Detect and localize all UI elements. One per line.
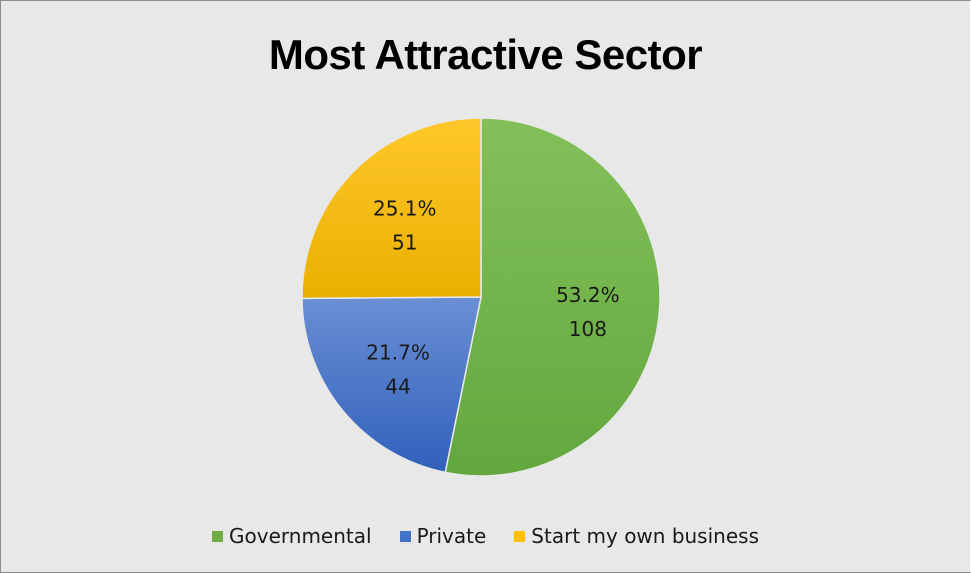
legend-label: Governmental — [229, 524, 372, 548]
slice-governmental — [444, 117, 661, 477]
chart-title: Most Attractive Sector — [268, 31, 703, 78]
legend-label: Private — [416, 524, 487, 548]
slice-percent-label: 21.7% — [366, 340, 430, 364]
slice-private — [301, 296, 482, 474]
slice-value-label: 108 — [569, 317, 607, 341]
legend-swatch — [212, 530, 224, 542]
slice-percent-label: 25.1% — [373, 196, 437, 220]
slice-value-label: 51 — [392, 230, 417, 254]
legend-label: Start my own business — [531, 524, 759, 548]
slice-percent-label: 53.2% — [556, 283, 620, 307]
legend-item-start-own-business: Start my own business — [514, 524, 759, 548]
legend-swatch — [399, 530, 411, 542]
slice-start-own-business — [301, 117, 482, 300]
legend-item-governmental: Governmental — [212, 524, 372, 548]
slice-value-label: 44 — [385, 374, 410, 398]
legend-item-private: Private — [399, 524, 487, 548]
legend-swatch — [514, 530, 526, 542]
chart-legend: Governmental Private Start my own busine… — [1, 524, 970, 548]
